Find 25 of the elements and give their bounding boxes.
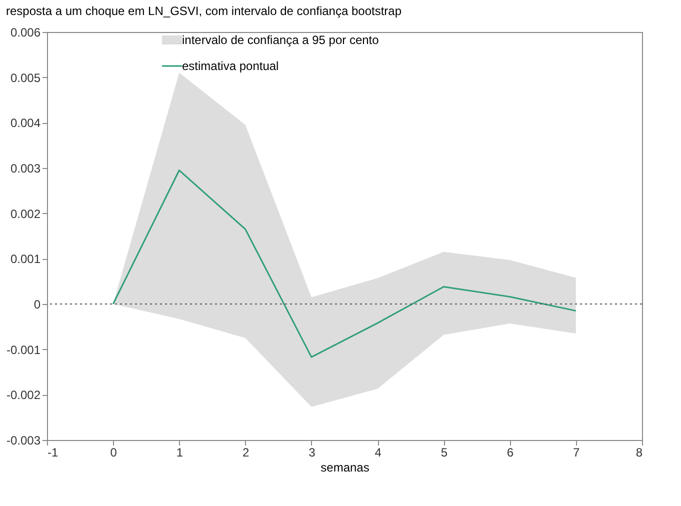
y-tick-label: 0.006: [10, 26, 41, 40]
y-tick-label: -0.002: [6, 388, 41, 402]
x-tick-label: 8: [636, 446, 643, 460]
y-tick-label: 0.005: [10, 70, 41, 85]
chart-title: resposta a um choque em LN_GSVI, com intervalo de confiança bootstrap: [6, 4, 402, 18]
annotation: intervalo de confiança a 95 por cento: [182, 33, 380, 47]
x-tick-label: 3: [308, 446, 316, 460]
x-tick-label: 5: [440, 446, 448, 460]
y-tick-label: 0.003: [10, 162, 41, 176]
y-tick-label: 0.002: [10, 206, 41, 221]
x-tick-label: 6: [506, 446, 514, 460]
y-tick-label: 0.004: [10, 116, 41, 130]
legend-label: estimativa pontual: [182, 59, 279, 73]
line-series: [112, 170, 577, 358]
x-tick-label: 0: [110, 446, 118, 460]
x-tick-label: 2: [242, 446, 250, 460]
y-tick-label: -0.003: [6, 434, 41, 448]
x-axis-title: semanas: [320, 460, 370, 474]
x-tick-label: 4: [374, 446, 382, 460]
x-tick-label: 7: [573, 446, 580, 460]
y-tick-label: 0.001: [10, 252, 41, 266]
y-tick-label: -0.001: [6, 342, 41, 357]
y-tick-label: 0: [34, 298, 41, 312]
x-tick-label: 1: [176, 446, 184, 460]
x-tick-label: -1: [48, 446, 58, 460]
